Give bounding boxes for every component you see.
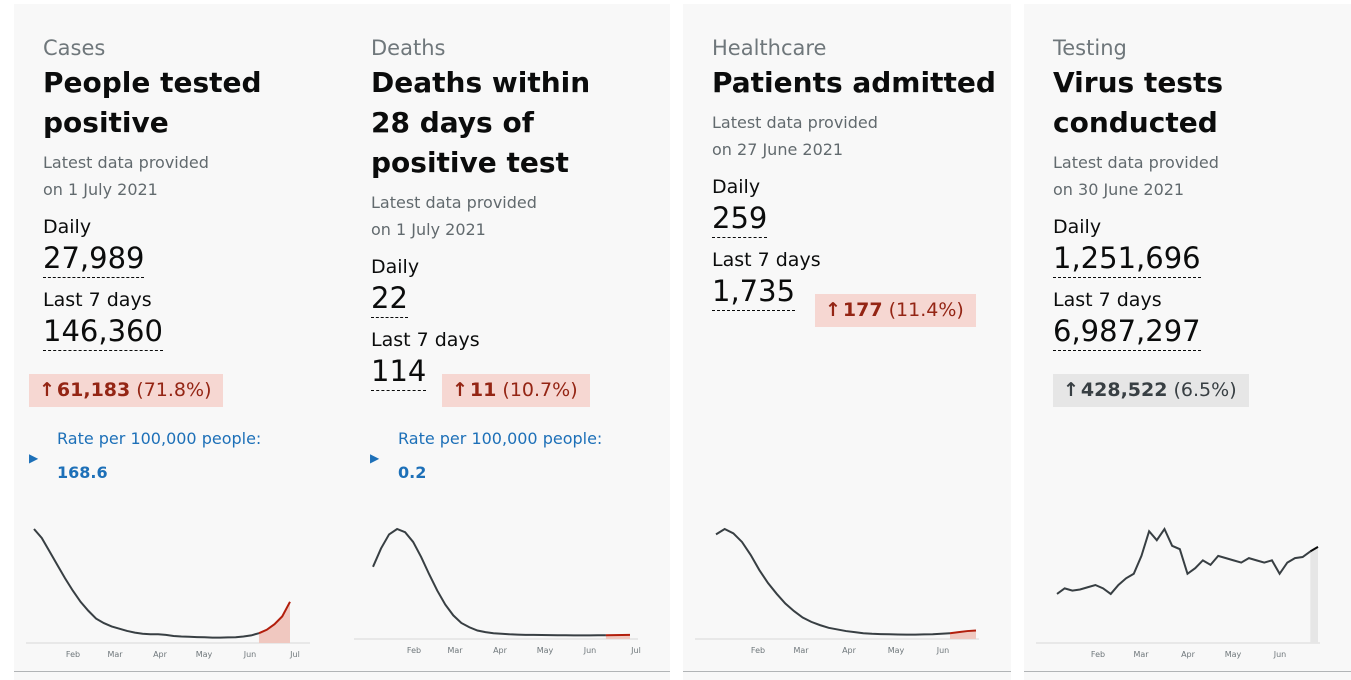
week-label: Last 7 days — [1053, 289, 1162, 311]
change-badge: ↑ 428,522 (6.5%) — [1053, 374, 1249, 407]
rate-value: 168.6 — [57, 463, 108, 482]
x-tick-label: May — [537, 646, 554, 655]
series-line-recent — [1309, 546, 1319, 553]
series-line — [33, 528, 260, 639]
rate-value: 0.2 — [398, 463, 427, 482]
card-category: Testing — [1053, 36, 1127, 60]
card-category: Cases — [43, 36, 106, 60]
x-tick-label: May — [1225, 650, 1242, 659]
x-tick-label: Apr — [493, 646, 508, 655]
card-title[interactable]: Deaths within 28 days of positive test — [371, 66, 591, 179]
card-category: Deaths — [371, 36, 446, 60]
change-absolute: 61,183 — [56, 379, 131, 401]
week-value[interactable]: 146,360 — [43, 314, 163, 351]
daily-label: Daily — [43, 216, 92, 238]
change-badge: ↑ 61,183 (71.8%) — [29, 374, 224, 407]
x-tick-label: Jun — [936, 646, 950, 655]
x-tick-label: May — [196, 650, 213, 659]
triangle-right-icon: ▶ — [29, 451, 39, 465]
arrow-up-icon: ↑ — [39, 379, 55, 401]
x-tick-label: May — [888, 646, 905, 655]
change-percent: (71.8%) — [136, 379, 212, 401]
series-line — [372, 527, 606, 637]
triangle-right-icon: ▶ — [370, 451, 380, 465]
card-title[interactable]: Patients admitted — [712, 66, 996, 99]
week-value[interactable]: 6,987,297 — [1053, 314, 1201, 351]
daily-label: Daily — [712, 176, 761, 198]
series-line-recent — [258, 601, 291, 635]
change-percent: (11.4%) — [888, 299, 964, 321]
change-absolute: 428,522 — [1080, 379, 1168, 401]
latest-data-date: Latest data provided on 27 June 2021 — [712, 113, 878, 159]
change-absolute: 11 — [469, 379, 497, 401]
daily-label: Daily — [371, 256, 420, 278]
x-tick-label: Jun — [243, 650, 257, 659]
x-tick-label: Jun — [1273, 650, 1287, 659]
card-category: Healthcare — [712, 36, 827, 60]
rate-label[interactable]: Rate per 100,000 people: — [57, 429, 262, 448]
recent-period-shade — [1310, 546, 1318, 643]
rate-label[interactable]: Rate per 100,000 people: — [398, 429, 603, 448]
x-tick-label: Mar — [793, 646, 809, 655]
x-tick-label: Feb — [1091, 650, 1105, 659]
week-label: Last 7 days — [43, 289, 152, 311]
daily-value[interactable]: 259 — [712, 201, 768, 238]
latest-data-date: Latest data provided on 1 July 2021 — [371, 193, 537, 239]
daily-value[interactable]: 22 — [371, 281, 408, 318]
series-line-recent — [949, 629, 977, 635]
sparkline-chart: Feb Mar Apr May Jun Jul — [26, 528, 310, 659]
card-healthcare[interactable]: Healthcare Patients admitted Latest data… — [683, 4, 1011, 680]
change-percent: (10.7%) — [502, 379, 578, 401]
arrow-up-icon: ↑ — [1063, 379, 1079, 401]
x-tick-label: Mar — [1133, 650, 1149, 659]
daily-value[interactable]: 27,989 — [43, 241, 145, 278]
arrow-up-icon: ↑ — [825, 299, 841, 321]
latest-data-date: Latest data provided on 1 July 2021 — [43, 153, 209, 199]
card-testing[interactable]: Testing Virus tests conducted Latest dat… — [1024, 4, 1351, 680]
x-tick-label: Apr — [1181, 650, 1196, 659]
series-line — [715, 527, 951, 636]
change-percent: (6.5%) — [1173, 379, 1237, 401]
change-badge: ↑ 177 (11.4%) — [815, 294, 976, 327]
card-cases[interactable]: Cases People tested positive Latest data… — [14, 4, 342, 680]
x-tick-label: Feb — [407, 646, 421, 655]
week-label: Last 7 days — [371, 329, 480, 351]
x-tick-label: Jul — [630, 646, 641, 655]
latest-data-date: Latest data provided on 30 June 2021 — [1053, 153, 1219, 199]
change-badge: ↑ 11 (10.7%) — [442, 374, 590, 407]
week-value[interactable]: 114 — [371, 354, 427, 391]
series-line — [1056, 526, 1311, 596]
x-tick-label: Mar — [107, 650, 123, 659]
week-label: Last 7 days — [712, 249, 821, 271]
change-absolute: 177 — [842, 299, 883, 321]
week-value[interactable]: 1,735 — [712, 274, 796, 311]
recent-period-shade — [258, 601, 290, 643]
arrow-up-icon: ↑ — [452, 379, 468, 401]
x-tick-label: Feb — [66, 650, 80, 659]
card-title[interactable]: People tested positive — [43, 66, 262, 139]
sparkline-chart: Feb Mar Apr May Jun — [1036, 526, 1320, 659]
daily-value[interactable]: 1,251,696 — [1053, 241, 1201, 278]
sparkline-chart: Feb Mar Apr May Jun — [695, 527, 979, 655]
card-deaths[interactable]: Deaths Deaths within 28 days of positive… — [342, 4, 670, 680]
x-tick-label: Apr — [842, 646, 857, 655]
card-title[interactable]: Virus tests conducted — [1053, 66, 1224, 139]
x-tick-label: Feb — [751, 646, 765, 655]
x-tick-label: Jun — [583, 646, 597, 655]
x-tick-label: Jul — [289, 650, 300, 659]
daily-label: Daily — [1053, 216, 1102, 238]
sparkline-chart: Feb Mar Apr May Jun Jul — [354, 527, 641, 655]
x-tick-label: Apr — [153, 650, 168, 659]
x-tick-label: Mar — [447, 646, 463, 655]
